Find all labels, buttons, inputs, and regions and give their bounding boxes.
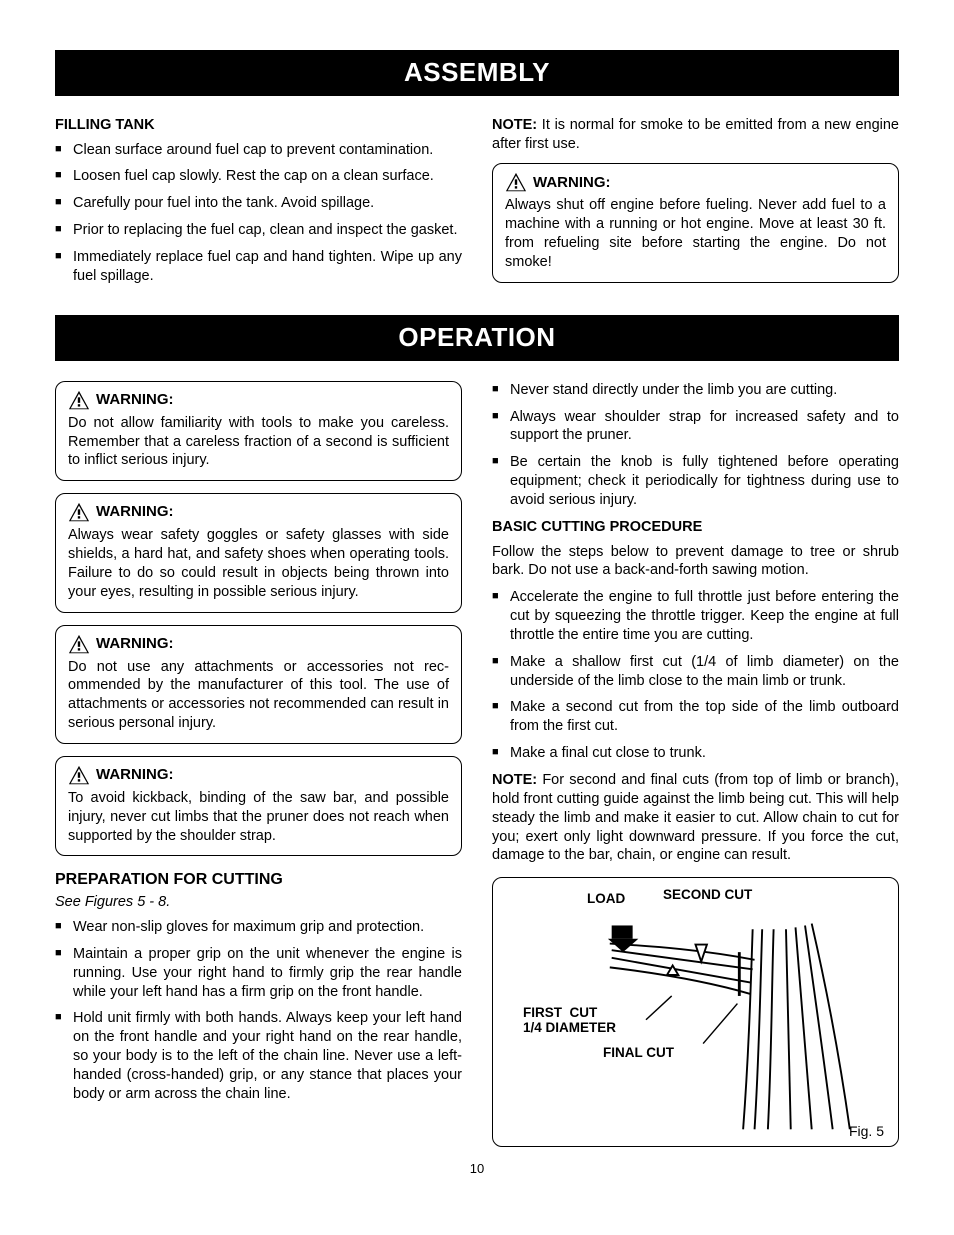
warning-icon — [68, 390, 90, 410]
warning-heading: WARNING: — [505, 172, 886, 192]
list-item: Clean surface around fuel cap to prevent… — [55, 141, 462, 160]
warning-title: WARNING: — [96, 634, 174, 654]
prep-see: See Figures 5 - 8. — [55, 893, 462, 912]
warning-icon — [68, 634, 90, 654]
list-item: Prior to replacing the fuel cap, clean a… — [55, 221, 462, 240]
list-item: Accelerate the engine to full throttle j… — [492, 588, 899, 645]
figure-5: LOAD SECOND CUT FIRST CUT 1/4 DIAMETER F… — [492, 877, 899, 1147]
list-item: Make a final cut close to trunk. — [492, 744, 899, 763]
warning-body: Do not use any attachments or accessorie… — [68, 658, 449, 733]
warning-heading: WARNING: — [68, 634, 449, 654]
list-item: Make a second cut from the top side of t… — [492, 698, 899, 736]
note-label: NOTE: — [492, 117, 537, 133]
operation-note: NOTE: For second and final cuts (from to… — [492, 771, 899, 865]
proc-list: Accelerate the engine to full throttle j… — [492, 588, 899, 763]
operation-left-col: WARNING: Do not allow familiarity with t… — [55, 381, 462, 1148]
list-item: Always wear shoulder strap for increased… — [492, 408, 899, 446]
warning-body: Do not allow familiarity with tools to m… — [68, 414, 449, 471]
operation-columns: WARNING: Do not allow familiarity with t… — [55, 381, 899, 1148]
filling-tank-heading: FILLING TANK — [55, 116, 462, 135]
assembly-note: NOTE: It is normal for smoke to be emitt… — [492, 116, 899, 154]
note-text: For second and final cuts (from top of l… — [492, 772, 899, 863]
filling-tank-list: Clean surface around fuel cap to prevent… — [55, 141, 462, 286]
assembly-right-col: NOTE: It is normal for smoke to be emitt… — [492, 116, 899, 295]
warning-title: WARNING: — [96, 390, 174, 410]
warning-box-1: WARNING: Do not allow familiarity with t… — [55, 381, 462, 482]
list-item: Never stand directly under the limb you … — [492, 381, 899, 400]
proc-intro: Follow the steps below to prevent damage… — [492, 543, 899, 581]
warning-heading: WARNING: — [68, 765, 449, 785]
warning-title: WARNING: — [96, 765, 174, 785]
warning-box-2: WARNING: Always wear safety goggles or s… — [55, 493, 462, 612]
fig-label-second-cut: SECOND CUT — [663, 888, 752, 903]
warning-box-3: WARNING: Do not use any attachments or a… — [55, 625, 462, 744]
proc-heading: BASIC CUTTING PROCEDURE — [492, 518, 899, 537]
operation-right-col: Never stand directly under the limb you … — [492, 381, 899, 1148]
warning-title: WARNING: — [533, 173, 611, 193]
list-item: Immediately replace fuel cap and hand ti… — [55, 248, 462, 286]
fig-label-final-cut: FINAL CUT — [603, 1046, 674, 1061]
list-item: Wear non-slip gloves for maximum grip an… — [55, 918, 462, 937]
figure-caption: Fig. 5 — [849, 1122, 884, 1140]
warning-box-4: WARNING: To avoid kickback, binding of t… — [55, 756, 462, 857]
list-item: Carefully pour fuel into the tank. Avoid… — [55, 194, 462, 213]
list-item: Loosen fuel cap slowly. Rest the cap on … — [55, 167, 462, 186]
warning-heading: WARNING: — [68, 502, 449, 522]
prep-list: Wear non-slip gloves for maximum grip an… — [55, 918, 462, 1104]
warning-body: Always shut off engine before fueling. N… — [505, 196, 886, 271]
page-number: 10 — [55, 1161, 899, 1178]
fig-label-load: LOAD — [587, 892, 625, 907]
assembly-left-col: FILLING TANK Clean surface around fuel c… — [55, 116, 462, 295]
note-text: It is normal for smoke to be emitted fro… — [492, 117, 899, 152]
warning-heading: WARNING: — [68, 390, 449, 410]
warning-icon — [68, 765, 90, 785]
warning-body: To avoid kickback, binding of the saw ba… — [68, 789, 449, 846]
warning-title: WARNING: — [96, 502, 174, 522]
note-label: NOTE: — [492, 772, 537, 788]
operation-top-list: Never stand directly under the limb you … — [492, 381, 899, 510]
warning-body: Always wear safety goggles or safety gla… — [68, 526, 449, 601]
prep-heading: PREPARATION FOR CUTTING — [55, 870, 462, 891]
list-item: Make a shallow first cut (1/4 of limb di… — [492, 653, 899, 691]
assembly-banner: ASSEMBLY — [55, 50, 899, 96]
warning-icon — [505, 172, 527, 192]
warning-box-fueling: WARNING: Always shut off engine before f… — [492, 163, 899, 282]
warning-icon — [68, 502, 90, 522]
list-item: Maintain a proper grip on the unit whene… — [55, 945, 462, 1002]
operation-banner: OPERATION — [55, 315, 899, 361]
fig-label-first-cut: FIRST CUT 1/4 DIAMETER — [523, 1006, 616, 1036]
list-item: Hold unit firmly with both hands. Always… — [55, 1009, 462, 1103]
list-item: Be certain the knob is fully tightened b… — [492, 453, 899, 510]
assembly-columns: FILLING TANK Clean surface around fuel c… — [55, 116, 899, 295]
